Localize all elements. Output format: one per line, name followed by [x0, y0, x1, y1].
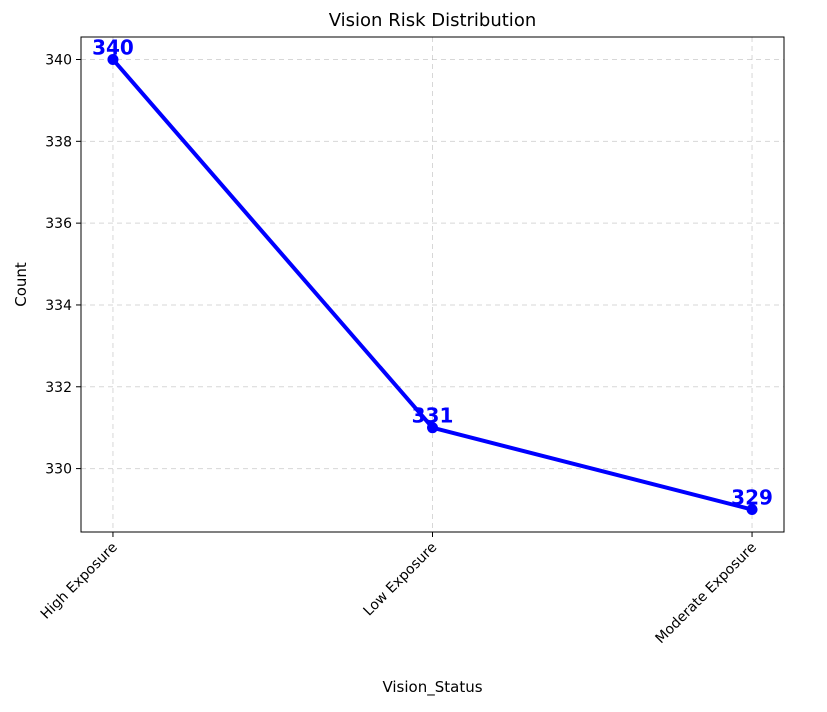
data-point — [746, 504, 758, 515]
data-point — [107, 54, 119, 65]
grid — [81, 37, 784, 532]
y-tick-label: 332 — [45, 380, 72, 396]
chart-title: Vision Risk Distribution — [329, 10, 536, 31]
data-label: 331 — [412, 404, 454, 428]
data-label: 340 — [92, 36, 134, 60]
y-tick-label: 330 — [45, 462, 72, 478]
series: 340 331 329 — [92, 36, 773, 515]
y-axis-label: Count — [12, 262, 30, 307]
data-label: 329 — [731, 486, 773, 510]
y-tick-label: 338 — [45, 134, 72, 150]
x-axis-label: Vision_Status — [382, 678, 482, 697]
data-point — [427, 422, 438, 434]
y-tick-label: 340 — [45, 53, 72, 69]
y-tick-label: 336 — [45, 216, 72, 232]
y-tick-label: 334 — [45, 298, 72, 314]
